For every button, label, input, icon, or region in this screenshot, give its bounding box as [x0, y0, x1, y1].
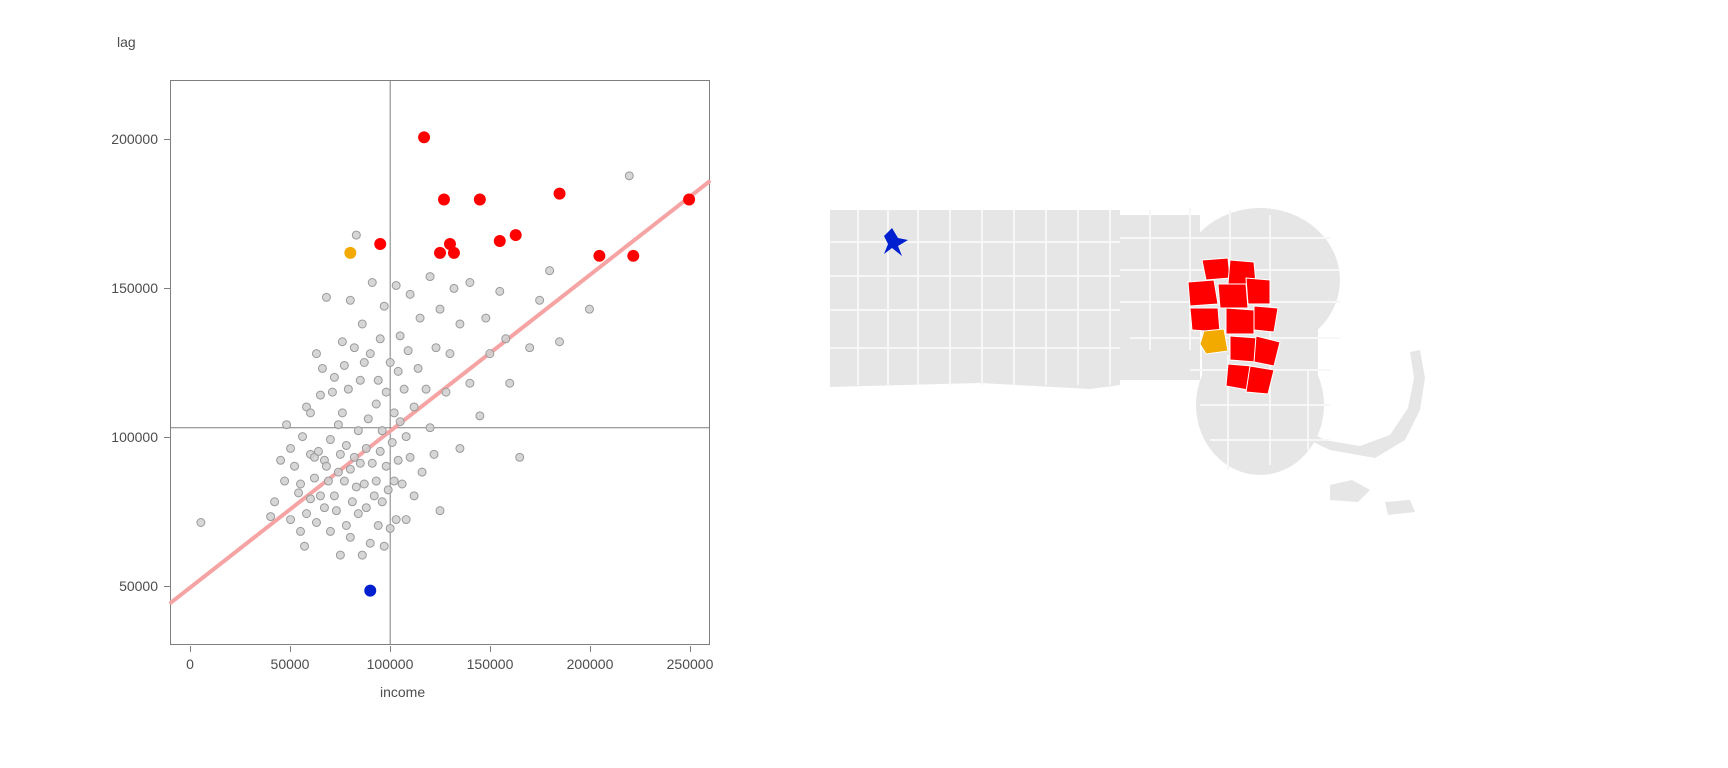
map-base: [830, 208, 1425, 515]
x-tick-label: 0: [186, 656, 194, 672]
x-tick-label: 50000: [271, 656, 310, 672]
scatter-svg: [171, 81, 709, 644]
map-svg: [830, 150, 1430, 570]
x-tick-label: 200000: [567, 656, 614, 672]
y-axis-title: lag: [117, 34, 136, 50]
map-panel: [830, 150, 1430, 570]
x-tick-label: 100000: [367, 656, 414, 672]
canvas: lag income 0 50000 100000 150000 200000 25000…: [0, 0, 1728, 768]
y-tick-label: 200000: [98, 131, 158, 147]
scatter-panel: [170, 80, 710, 645]
x-tick-label: 150000: [467, 656, 514, 672]
x-tick-label: 250000: [667, 656, 714, 672]
y-tick-label: 150000: [98, 280, 158, 296]
y-tick-label: 50000: [98, 578, 158, 594]
y-tick-label: 100000: [98, 429, 158, 445]
x-axis-title: income: [380, 684, 425, 700]
